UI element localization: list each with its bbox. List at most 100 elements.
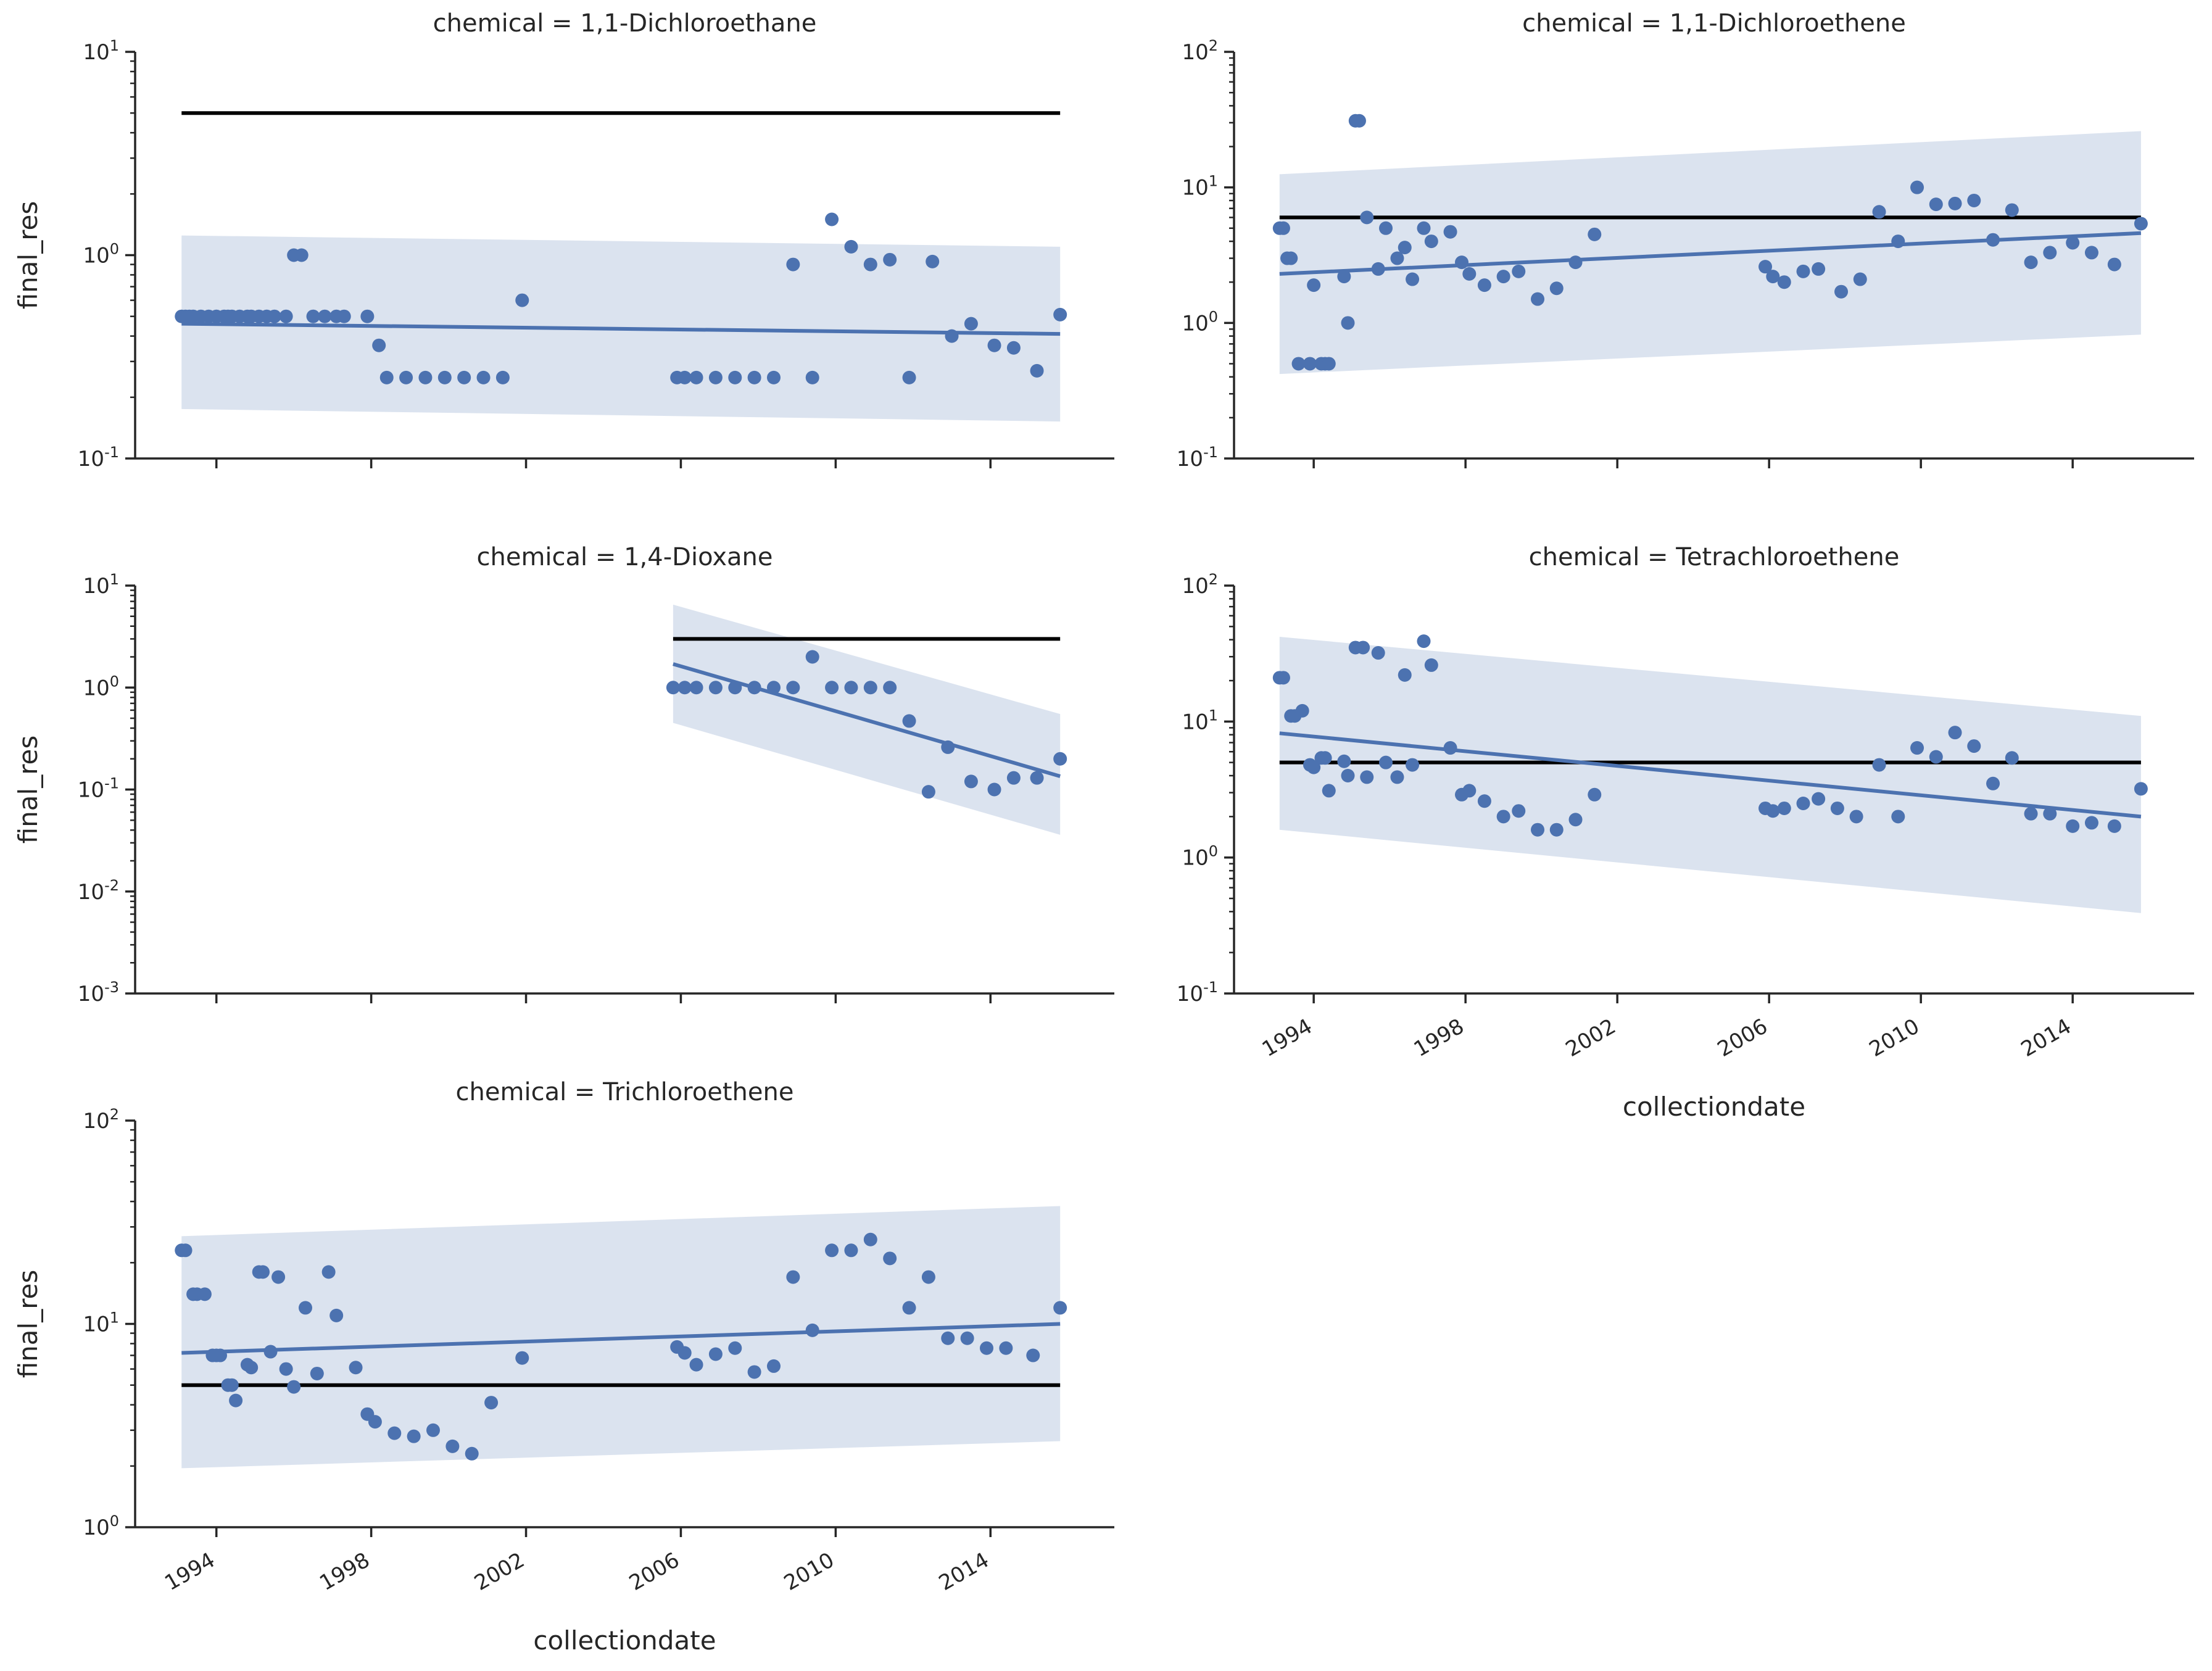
data-point [677,1346,692,1360]
data-point [1030,771,1044,785]
data-point [1424,234,1438,249]
data-point [708,370,723,384]
data-point [1398,241,1412,255]
data-point [1390,251,1404,265]
data-point [229,1393,243,1408]
data-point [1891,234,1905,249]
data-point [2005,203,2019,217]
x-tick-label: 1998 [1410,1014,1468,1062]
data-point [1796,264,1810,278]
data-point [1030,363,1044,378]
data-point [1337,754,1351,768]
data-point [1531,292,1545,306]
data-point [1872,205,1886,219]
data-point [256,1265,270,1279]
facet-title: chemical = 1,1-Dichloroethene [1522,9,1906,38]
data-point [1006,341,1021,355]
data-point [1812,792,1826,806]
data-point [786,681,800,695]
data-point [2005,751,2019,765]
data-point [863,257,877,272]
data-point [426,1423,440,1437]
facet-title: chemical = Trichloroethene [456,1078,794,1106]
x-axis-label: collectiondate [533,1625,716,1656]
data-point [941,740,955,754]
data-point [329,1308,344,1322]
data-point [2134,217,2148,231]
data-point [747,1365,761,1379]
x-tick-label: 2006 [625,1548,684,1596]
data-point [1276,221,1290,235]
data-point [960,1331,974,1345]
data-point [926,254,940,268]
data-point [1967,193,1981,207]
y-tick-label: 100 [83,673,119,700]
data-point [677,370,692,384]
data-point [1443,225,1457,239]
data-point [2066,819,2080,833]
data-point [1406,272,1420,286]
data-point [1307,278,1321,292]
data-point [921,1270,935,1284]
data-point [863,681,877,695]
data-point [1496,270,1510,284]
facet-1: chemical = 1,1-Dichloroethane 10-1 100 101 f… [13,9,1114,471]
data-point [1291,357,1306,371]
data-point [1462,267,1477,281]
data-point [805,370,819,384]
data-point [387,1426,402,1440]
data-point [747,681,761,695]
data-point [178,1243,193,1258]
data-point [197,1287,212,1301]
x-axis-label: collectiondate [1623,1092,1805,1122]
data-point [689,681,703,695]
y-tick-label: 102 [1182,571,1218,599]
data-point [1948,726,1962,740]
data-point [2107,819,2121,833]
data-point [1830,801,1844,815]
x-tick-label: 1994 [160,1548,219,1596]
y-tick-label: 102 [83,1106,119,1134]
data-point [1834,284,1849,299]
data-point [863,1232,877,1246]
y-tick-label: 101 [83,37,119,65]
data-point [1568,813,1583,827]
data-point [1588,787,1602,802]
data-point [1341,316,1355,330]
regression-line [181,1322,1061,1355]
data-point [399,370,413,384]
data-point [1766,804,1780,818]
data-point [1318,751,1332,765]
data-point [1295,703,1309,718]
data-point [437,370,452,384]
facet-2: chemical = 1,1-Dichloroethene 10-1 100 101 1… [1177,9,2194,471]
data-point [1322,784,1336,798]
data-point [825,1243,839,1258]
data-point [1872,758,1886,772]
data-point [1967,739,1981,753]
data-point [1352,114,1366,128]
data-point [1512,264,1526,278]
data-point [666,681,680,695]
data-point [921,785,935,799]
data-point [2043,246,2057,260]
data-point [1777,801,1791,815]
data-point [844,1243,858,1258]
x-tick-label: 1994 [1258,1014,1317,1062]
data-point [1531,823,1545,837]
y-axis-label: final_res [13,201,43,310]
data-point [407,1429,421,1443]
facet-4: chemical = Tetrachloroethene 10-1 100 101 10… [1177,543,2194,1122]
data-point [1443,741,1457,755]
data-point [964,317,978,331]
data-point [689,370,703,384]
data-point [1853,272,1867,286]
data-point [287,1380,301,1394]
data-point [372,338,386,352]
data-point [786,1270,800,1284]
data-point [1891,810,1905,824]
data-point [1303,357,1317,371]
data-point [2084,816,2098,830]
